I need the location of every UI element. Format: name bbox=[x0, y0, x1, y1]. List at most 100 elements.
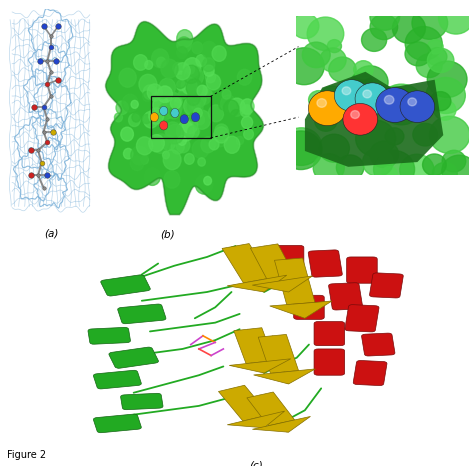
Circle shape bbox=[116, 101, 128, 115]
Polygon shape bbox=[222, 244, 271, 283]
Circle shape bbox=[428, 40, 443, 54]
Circle shape bbox=[145, 61, 153, 69]
Circle shape bbox=[192, 140, 209, 158]
Circle shape bbox=[186, 65, 195, 74]
Circle shape bbox=[191, 113, 200, 122]
Circle shape bbox=[164, 171, 180, 188]
Circle shape bbox=[184, 153, 194, 164]
Circle shape bbox=[320, 48, 346, 72]
Circle shape bbox=[204, 177, 211, 185]
Polygon shape bbox=[250, 244, 296, 282]
Circle shape bbox=[192, 42, 203, 54]
Circle shape bbox=[430, 92, 451, 111]
Circle shape bbox=[198, 158, 205, 166]
Circle shape bbox=[416, 54, 442, 77]
Circle shape bbox=[173, 122, 184, 135]
Polygon shape bbox=[234, 328, 274, 363]
Circle shape bbox=[186, 79, 202, 96]
Circle shape bbox=[177, 37, 191, 53]
Circle shape bbox=[131, 100, 138, 109]
Polygon shape bbox=[252, 276, 313, 292]
Circle shape bbox=[176, 80, 186, 90]
Circle shape bbox=[171, 109, 179, 117]
Polygon shape bbox=[229, 359, 291, 373]
Circle shape bbox=[122, 94, 138, 112]
Circle shape bbox=[428, 48, 454, 73]
Circle shape bbox=[240, 99, 254, 114]
Circle shape bbox=[166, 103, 181, 119]
Circle shape bbox=[165, 122, 181, 139]
Circle shape bbox=[223, 100, 239, 117]
Circle shape bbox=[356, 120, 395, 157]
Circle shape bbox=[194, 108, 202, 117]
FancyBboxPatch shape bbox=[314, 322, 345, 346]
Circle shape bbox=[182, 65, 200, 83]
Circle shape bbox=[243, 105, 252, 115]
Polygon shape bbox=[258, 335, 299, 373]
Circle shape bbox=[143, 85, 156, 99]
Circle shape bbox=[159, 78, 175, 96]
Circle shape bbox=[180, 115, 188, 124]
Circle shape bbox=[114, 113, 122, 122]
Circle shape bbox=[130, 156, 144, 171]
Circle shape bbox=[169, 107, 177, 116]
Circle shape bbox=[160, 106, 168, 116]
Circle shape bbox=[187, 91, 200, 105]
FancyBboxPatch shape bbox=[362, 333, 395, 356]
FancyBboxPatch shape bbox=[353, 361, 387, 385]
Polygon shape bbox=[219, 385, 269, 421]
Polygon shape bbox=[274, 258, 315, 305]
Circle shape bbox=[189, 146, 199, 157]
FancyBboxPatch shape bbox=[273, 246, 304, 268]
Circle shape bbox=[149, 135, 164, 152]
Circle shape bbox=[376, 88, 414, 123]
Circle shape bbox=[186, 67, 203, 86]
Circle shape bbox=[237, 69, 252, 85]
Circle shape bbox=[187, 97, 203, 115]
Circle shape bbox=[139, 74, 157, 94]
Circle shape bbox=[197, 85, 207, 96]
FancyBboxPatch shape bbox=[88, 328, 130, 344]
Circle shape bbox=[351, 110, 359, 118]
Circle shape bbox=[176, 138, 190, 153]
Circle shape bbox=[343, 103, 378, 135]
Circle shape bbox=[328, 40, 341, 53]
Polygon shape bbox=[305, 72, 443, 167]
Circle shape bbox=[209, 105, 224, 122]
Polygon shape bbox=[227, 275, 287, 292]
Circle shape bbox=[178, 71, 185, 79]
Circle shape bbox=[400, 91, 435, 123]
Circle shape bbox=[329, 57, 356, 82]
Circle shape bbox=[149, 89, 161, 101]
Circle shape bbox=[429, 116, 470, 153]
FancyBboxPatch shape bbox=[109, 347, 158, 368]
Circle shape bbox=[370, 141, 399, 168]
Circle shape bbox=[280, 131, 322, 170]
Circle shape bbox=[400, 154, 434, 185]
Circle shape bbox=[204, 65, 214, 76]
FancyBboxPatch shape bbox=[370, 273, 403, 298]
Circle shape bbox=[370, 14, 398, 40]
Circle shape bbox=[128, 114, 140, 127]
Circle shape bbox=[370, 3, 400, 30]
Circle shape bbox=[193, 110, 210, 129]
Circle shape bbox=[205, 72, 216, 83]
Circle shape bbox=[182, 77, 197, 94]
Circle shape bbox=[412, 7, 447, 39]
Text: (b): (b) bbox=[160, 229, 175, 239]
Circle shape bbox=[427, 61, 467, 97]
Circle shape bbox=[317, 99, 327, 107]
Circle shape bbox=[149, 108, 164, 124]
Circle shape bbox=[174, 75, 186, 89]
Polygon shape bbox=[247, 392, 295, 426]
FancyBboxPatch shape bbox=[345, 305, 379, 332]
Circle shape bbox=[206, 74, 220, 90]
Circle shape bbox=[158, 89, 167, 99]
Circle shape bbox=[134, 55, 147, 70]
Circle shape bbox=[142, 115, 151, 123]
Circle shape bbox=[161, 59, 178, 78]
Circle shape bbox=[145, 168, 160, 185]
Circle shape bbox=[408, 98, 417, 106]
Circle shape bbox=[442, 155, 474, 187]
FancyBboxPatch shape bbox=[314, 349, 345, 375]
